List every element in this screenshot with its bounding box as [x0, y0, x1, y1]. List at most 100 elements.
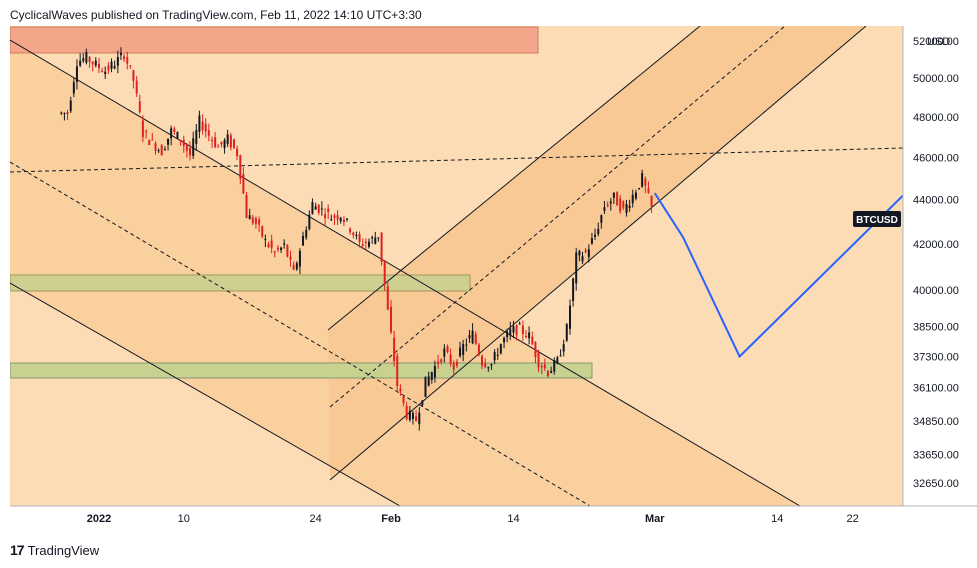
candle-body: [232, 139, 235, 148]
candle-body: [371, 237, 374, 239]
candle-body: [261, 226, 264, 237]
candle-body: [440, 359, 443, 363]
candle-body: [481, 356, 483, 366]
candle-body: [308, 214, 311, 229]
candle-body: [449, 354, 452, 364]
x-tick-label: Feb: [381, 513, 401, 525]
candle-body: [320, 208, 323, 210]
y-tick-label: 40000.00: [913, 285, 959, 297]
candle-body: [207, 130, 210, 136]
candle-body: [408, 410, 411, 420]
candle-body: [98, 63, 100, 69]
candle-body: [644, 178, 647, 186]
tradingview-logo-icon: 17: [10, 542, 25, 558]
candle-body: [421, 400, 424, 406]
support-zone-lower: [10, 362, 593, 379]
candle-body: [330, 219, 333, 221]
candle-body: [619, 198, 622, 212]
candle-body: [496, 354, 499, 356]
candle-body: [188, 148, 191, 156]
candle-body: [484, 363, 487, 368]
candle-body: [324, 214, 327, 219]
candle-body: [515, 325, 518, 336]
falling-channel-upper-line: [10, 39, 801, 506]
candle-body: [79, 60, 82, 66]
candle-body: [91, 61, 94, 65]
candle-body: [559, 355, 562, 357]
candle-body: [327, 208, 330, 213]
candle-body: [386, 286, 389, 310]
candle-body: [474, 334, 477, 344]
candle-body: [603, 207, 606, 211]
x-tick-label: 14: [771, 513, 783, 525]
candle-body: [151, 139, 154, 141]
candle-body: [283, 243, 286, 245]
candle-body: [145, 131, 148, 133]
candle-body: [402, 396, 405, 403]
y-tick-label: 33650.00: [913, 449, 959, 461]
candle-body: [72, 82, 75, 94]
candle-body: [609, 201, 612, 204]
candle-body: [427, 376, 430, 386]
candle-body: [192, 138, 195, 156]
candle-body: [355, 234, 358, 236]
candle-body: [214, 137, 217, 148]
candle-body: [634, 192, 637, 199]
candle-body: [616, 192, 619, 206]
candle-body: [302, 235, 305, 246]
candle-body: [499, 344, 502, 354]
candle-body: [264, 239, 267, 241]
candle-body: [211, 140, 214, 142]
candle-body: [311, 202, 314, 214]
candle-body: [170, 128, 173, 139]
candle-body: [339, 217, 342, 222]
candle-body: [82, 58, 85, 61]
candle-body: [220, 141, 223, 145]
candle-body: [270, 240, 273, 248]
candle-body: [383, 260, 386, 285]
footer-brand-label: TradingView: [27, 542, 100, 558]
candle-body: [342, 219, 345, 223]
candle-body: [254, 218, 257, 224]
candle-body: [600, 215, 603, 223]
resistance-zone: [10, 26, 539, 54]
candle-body: [239, 155, 242, 179]
candle-body: [179, 139, 182, 142]
support-zone-upper: [10, 274, 471, 292]
y-tick-label: 38500.00: [913, 321, 959, 333]
candle-body: [584, 250, 587, 253]
candle-body: [638, 188, 641, 190]
candle-body: [289, 256, 292, 260]
candle-body: [107, 65, 110, 71]
x-tick-label: 10: [178, 513, 190, 525]
candle-body: [631, 194, 634, 204]
candle-body: [540, 365, 543, 368]
candle-body: [534, 342, 537, 358]
candle-body: [110, 61, 113, 69]
candle-body: [393, 337, 396, 362]
candle-body: [229, 135, 232, 148]
candle-body: [572, 278, 575, 301]
candle-body: [314, 206, 317, 210]
candle-body: [521, 325, 524, 334]
candle-body: [349, 228, 352, 233]
candle-body: [60, 112, 63, 114]
candle-body: [578, 251, 581, 256]
candle-body: [374, 237, 377, 244]
y-tick-label: 42000.00: [913, 239, 959, 251]
candle-body: [245, 194, 248, 219]
candle-body: [176, 132, 179, 139]
candle-body: [433, 366, 436, 378]
candle-body: [459, 347, 462, 357]
x-tick-label: 22: [846, 513, 858, 525]
candle-body: [113, 66, 116, 69]
y-tick-label: 32650.00: [913, 478, 959, 490]
candle-body: [471, 330, 474, 344]
candle-body: [69, 100, 72, 112]
candle-body: [468, 335, 471, 339]
candle-body: [273, 251, 276, 253]
rising-channel-lower-line: [329, 26, 867, 481]
candle-body: [465, 344, 468, 346]
falling-channel-lower-line: [10, 282, 401, 506]
